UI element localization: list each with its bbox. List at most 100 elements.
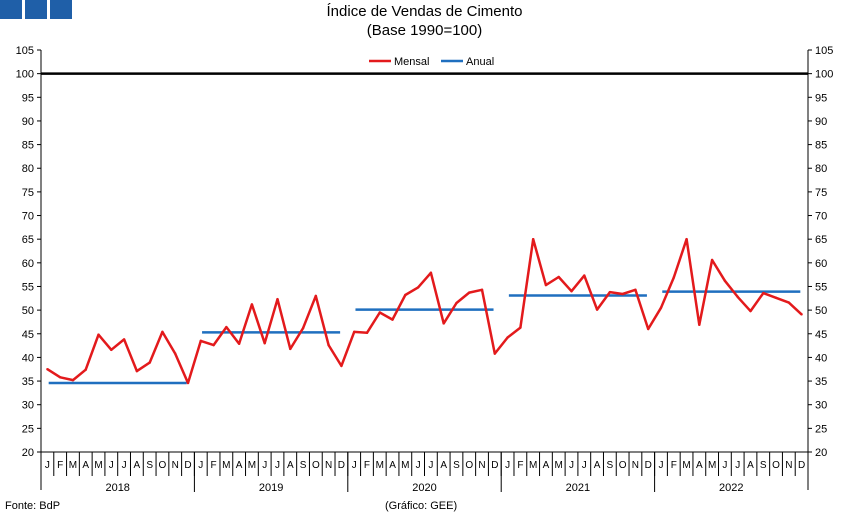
y-tick-label-left: 25 [22,423,34,435]
y-tick-label-right: 100 [815,69,833,81]
data-point-mensal [736,295,739,299]
logo-block [25,0,47,19]
y-tick-label-right: 70 [815,211,827,223]
month-label: M [401,460,409,471]
month-label: A [82,460,89,471]
month-label: A [440,460,447,471]
y-tick-label-right: 30 [815,400,827,412]
data-point-mensal [455,301,458,305]
y-tick-label-right: 75 [815,187,827,199]
legend-label-mensal: Mensal [394,56,429,68]
y-tick-label-right: 105 [815,45,833,57]
y-tick-label-right: 55 [815,281,827,293]
data-point-mensal [583,274,586,277]
month-label: A [543,460,550,471]
month-label: N [478,460,485,471]
month-label: D [338,460,345,471]
data-point-mensal [468,291,471,294]
month-label: O [465,460,473,471]
y-tick-label-left: 30 [22,400,34,412]
y-tick-label-left: 65 [22,234,34,246]
month-label: M [94,460,102,471]
month-label: J [428,460,433,471]
data-point-mensal [723,279,727,282]
month-label: O [312,460,320,471]
data-point-mensal [570,290,573,293]
month-label: N [632,460,639,471]
source-note: Fonte: BdP [5,500,61,512]
month-label: S [607,460,614,471]
chart-subtitle: (Base 1990=100) [366,22,483,39]
year-label: 2021 [566,482,590,494]
month-label: S [146,460,153,471]
chart-title-block: Índice de Vendas de Cimento (Base 1990=1… [0,2,849,40]
month-label: A [389,460,396,471]
month-label: J [198,460,203,471]
y-tick-label-right: 50 [815,305,827,317]
y-tick-label-left: 95 [22,92,34,104]
data-point-mensal [148,361,151,364]
legend-label-anual: Anual [466,56,494,68]
y-tick-label-left: 55 [22,281,34,293]
month-label: A [594,460,601,471]
chart-title: Índice de Vendas de Cimento [326,3,523,20]
y-tick-label-left: 70 [22,211,34,223]
month-label: J [275,460,280,471]
y-tick-label-right: 85 [815,140,827,152]
month-label: N [785,460,792,471]
month-label: S [453,460,460,471]
y-tick-label-right: 90 [815,116,827,128]
month-label: M [529,460,537,471]
month-label: J [505,460,510,471]
month-label: A [287,460,294,471]
month-label: N [172,460,179,471]
y-tick-label-right: 40 [815,352,827,364]
y-tick-label-right: 20 [815,447,827,459]
data-point-mensal [71,378,75,382]
data-point-mensal [352,330,356,334]
data-point-mensal [710,258,714,262]
data-point-mensal [314,294,318,298]
data-point-mensal [135,369,139,373]
data-point-mensal [276,298,279,301]
data-point-mensal [391,318,394,321]
data-point-mensal [480,288,484,291]
y-tick-label-left: 85 [22,140,34,152]
data-point-mensal [212,343,215,347]
y-tick-label-left: 75 [22,187,34,199]
series-line-mensal [46,237,803,385]
data-point-mensal [365,331,369,335]
data-point-mensal [327,343,330,347]
month-label: M [376,460,384,471]
month-label: J [735,460,740,471]
data-point-mensal [250,303,254,306]
data-point-mensal [416,286,420,289]
data-point-mensal [608,290,612,294]
month-label: F [671,460,677,471]
month-label: A [747,460,754,471]
y-tick-label-left: 90 [22,116,34,128]
data-point-mensal [800,313,803,316]
logo-block [0,0,22,19]
month-label: F [57,460,63,471]
month-label: J [569,460,574,471]
year-label: 2020 [412,482,436,494]
data-point-mensal [519,326,522,329]
month-label: J [658,460,663,471]
month-label: D [798,460,805,471]
data-point-mensal [595,308,599,311]
data-point-mensal [263,342,266,345]
data-point-mensal [634,288,637,291]
data-point-mensal [774,296,778,300]
data-point-mensal [225,325,228,329]
data-point-mensal [58,376,62,379]
y-tick-label-right: 25 [815,423,827,435]
logo-block [50,0,72,19]
data-point-mensal [762,291,765,295]
data-point-mensal [557,275,560,279]
month-label: J [262,460,267,471]
month-label: M [222,460,230,471]
month-label: F [211,460,217,471]
month-label: D [184,460,191,471]
y-tick-label-right: 95 [815,92,827,104]
